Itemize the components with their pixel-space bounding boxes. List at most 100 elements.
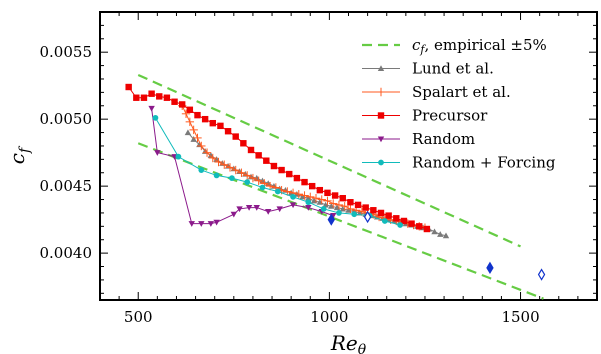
data-point	[207, 221, 215, 227]
data-point	[133, 94, 140, 101]
data-point	[301, 178, 308, 186]
data-point	[431, 228, 438, 235]
data-point	[171, 98, 178, 105]
data-point	[229, 175, 235, 181]
data-point	[189, 125, 198, 135]
data-point	[334, 200, 344, 210]
data-point	[339, 194, 346, 202]
data-point	[242, 171, 252, 180]
data-point	[329, 199, 338, 208]
data-point	[188, 221, 195, 227]
data-point	[125, 83, 132, 91]
data-point	[400, 217, 408, 225]
data-point	[156, 93, 163, 100]
data-point	[423, 225, 431, 233]
data-point	[254, 176, 263, 185]
data-point	[265, 181, 275, 191]
legend-marker	[377, 136, 385, 143]
data-point	[294, 189, 303, 199]
empirical-band-line	[137, 142, 544, 300]
data-point	[140, 94, 148, 101]
data-point	[240, 140, 247, 147]
y-tick-label: 0.0050	[40, 110, 93, 128]
data-point	[185, 117, 195, 127]
series-5	[152, 114, 403, 228]
series-line	[128, 86, 428, 230]
data-point	[274, 188, 281, 195]
data-point	[224, 128, 232, 135]
data-point	[202, 148, 212, 157]
data-point	[253, 205, 260, 211]
data-point	[286, 170, 293, 178]
y-tick-label: 0.0040	[40, 244, 93, 262]
data-point	[305, 205, 312, 211]
data-point	[148, 90, 155, 97]
data-point	[276, 206, 283, 213]
x-tick-label: 1000	[310, 308, 348, 326]
data-point	[152, 114, 159, 121]
data-point	[213, 219, 220, 226]
data-point	[308, 182, 316, 190]
x-tick-label: 500	[124, 308, 153, 326]
data-point	[208, 153, 217, 163]
legend-entry-4: Random	[362, 130, 475, 148]
diamond-marker	[363, 210, 372, 224]
data-point	[311, 193, 321, 203]
data-point	[320, 206, 327, 212]
data-point	[278, 166, 285, 174]
data-point	[231, 165, 240, 175]
legend-entry-0: cf, empirical ±5%	[362, 36, 547, 56]
data-point	[186, 106, 194, 113]
legend-marker	[376, 87, 386, 97]
data-point	[317, 195, 326, 204]
data-point	[237, 168, 246, 177]
data-point	[270, 162, 278, 170]
data-point	[230, 211, 238, 218]
legend-entry-5: Random + Forcing	[362, 154, 556, 172]
series-line	[155, 117, 401, 226]
legend-entry-1: Lund et al.	[362, 60, 494, 78]
data-point	[340, 202, 349, 211]
data-point	[209, 119, 216, 127]
data-point	[181, 109, 191, 119]
data-point	[357, 207, 367, 216]
data-point	[300, 191, 309, 200]
x-tick-label: 1500	[501, 308, 539, 326]
series-layer	[125, 73, 546, 300]
data-point	[198, 167, 205, 173]
data-point	[236, 206, 243, 213]
legend-label: Precursor	[412, 107, 488, 125]
data-point	[232, 133, 239, 140]
empirical-band-line	[137, 73, 521, 248]
data-point	[381, 218, 388, 224]
x-axis-title: Reθ	[330, 331, 367, 354]
data-point	[263, 157, 270, 164]
data-point	[259, 184, 266, 191]
y-tick-label: 0.0055	[40, 43, 93, 61]
data-point	[154, 150, 161, 156]
data-point	[248, 173, 258, 183]
data-point	[148, 105, 155, 112]
legend-label: cf, empirical ±5%	[412, 36, 547, 56]
data-point	[323, 196, 332, 206]
legend-marker	[377, 65, 385, 72]
data-point	[385, 212, 392, 219]
legend-label: Spalart et al.	[412, 83, 511, 101]
data-point	[289, 202, 297, 209]
legend-entry-2: Spalart et al.	[362, 83, 511, 101]
data-point	[197, 141, 206, 151]
data-point	[293, 174, 301, 182]
data-point	[220, 160, 229, 169]
data-point	[283, 187, 292, 196]
data-point	[217, 122, 224, 130]
data-point	[305, 199, 312, 206]
data-point	[190, 136, 197, 142]
data-point	[201, 115, 209, 123]
data-point	[255, 152, 262, 159]
data-point	[290, 193, 296, 200]
data-point	[184, 129, 192, 136]
data-point	[397, 222, 403, 228]
data-point	[214, 157, 223, 167]
data-point	[324, 189, 331, 197]
